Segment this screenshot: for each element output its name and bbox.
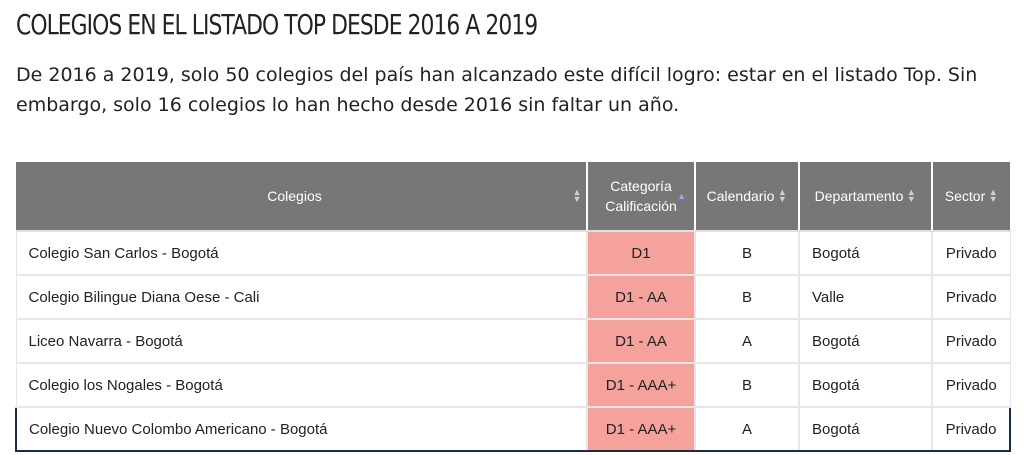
cell-categoria: D1 - AAA+ — [586, 406, 695, 452]
cell-sector: Privado — [931, 275, 1011, 320]
cell-calendario: B — [694, 363, 799, 408]
column-header-label: Colegios — [267, 188, 322, 204]
cell-calendario: B — [694, 231, 799, 276]
column-header-sector[interactable]: Sector ▲ ▼ — [931, 162, 1010, 232]
cell-categoria: D1 - AAA+ — [586, 363, 695, 408]
cell-calendario: B — [694, 275, 799, 320]
cell-sector: Privado — [931, 231, 1011, 276]
cell-departamento: Valle — [798, 275, 932, 320]
column-header-categoria[interactable]: Categoría Calificación ▲ — [586, 162, 695, 232]
table-row: Colegio los Nogales - Bogotá D1 - AAA+ B… — [15, 363, 1011, 408]
column-header-colegios[interactable]: Colegios ▲ ▼ — [16, 162, 587, 232]
column-header-label: Calendario — [706, 188, 775, 204]
column-header-label: Categoría Calificación — [605, 176, 677, 216]
sort-up-down-icon[interactable]: ▲ ▼ — [572, 187, 582, 204]
cell-sector: Privado — [931, 319, 1011, 364]
cell-calendario: A — [694, 319, 799, 364]
intro-paragraph: De 2016 a 2019, solo 50 colegios del paí… — [16, 64, 978, 116]
sort-up-down-icon[interactable]: ▲ ▼ — [777, 187, 787, 204]
cell-colegio: Colegio Nuevo Colombo Americano - Bogotá — [15, 406, 587, 452]
sort-up-icon[interactable]: ▲ — [677, 191, 686, 201]
cell-sector: Privado — [931, 406, 1011, 452]
cell-departamento: Bogotá — [798, 406, 932, 452]
table-row: Colegio Bilingue Diana Oese - Cali D1 - … — [15, 275, 1011, 320]
column-header-label-line2: Calificación — [605, 198, 677, 214]
cell-colegio: Colegio San Carlos - Bogotá — [15, 231, 587, 276]
table-row: Liceo Navarra - Bogotá D1 - AA A Bogotá … — [15, 319, 1011, 364]
cell-colegio: Liceo Navarra - Bogotá — [15, 319, 587, 364]
column-header-calendario[interactable]: Calendario ▲ ▼ — [694, 162, 799, 232]
cell-colegio: Colegio los Nogales - Bogotá — [15, 363, 587, 408]
cell-categoria: D1 — [586, 231, 695, 276]
page-title: COLEGIOS EN EL LISTADO TOP DESDE 2016 A … — [16, 8, 538, 41]
table-row-highlighted: Colegio Nuevo Colombo Americano - Bogotá… — [15, 406, 1011, 452]
cell-departamento: Bogotá — [798, 363, 932, 408]
column-header-departamento[interactable]: Departamento ▲ ▼ — [798, 162, 932, 232]
column-header-label-line1: Categoría — [610, 178, 672, 194]
cell-departamento: Bogotá — [798, 231, 932, 276]
column-header-label: Departamento — [814, 188, 904, 204]
cell-calendario: A — [694, 406, 799, 452]
column-header-label: Sector — [944, 188, 986, 204]
cell-categoria: D1 - AA — [586, 275, 695, 320]
cell-sector: Privado — [931, 363, 1011, 408]
cell-categoria: D1 - AA — [586, 319, 695, 364]
colegios-table: Colegios ▲ ▼ Categoría Calificación ▲ Cal… — [15, 162, 1011, 452]
cell-colegio: Colegio Bilingue Diana Oese - Cali — [15, 275, 587, 320]
sort-up-down-icon[interactable]: ▲ ▼ — [906, 187, 916, 204]
table-row: Colegio San Carlos - Bogotá D1 B Bogotá … — [15, 231, 1011, 276]
sort-up-down-icon[interactable]: ▲ ▼ — [988, 187, 998, 204]
cell-departamento: Bogotá — [798, 319, 932, 364]
table-header-row: Colegios ▲ ▼ Categoría Calificación ▲ Cal… — [16, 162, 1010, 232]
